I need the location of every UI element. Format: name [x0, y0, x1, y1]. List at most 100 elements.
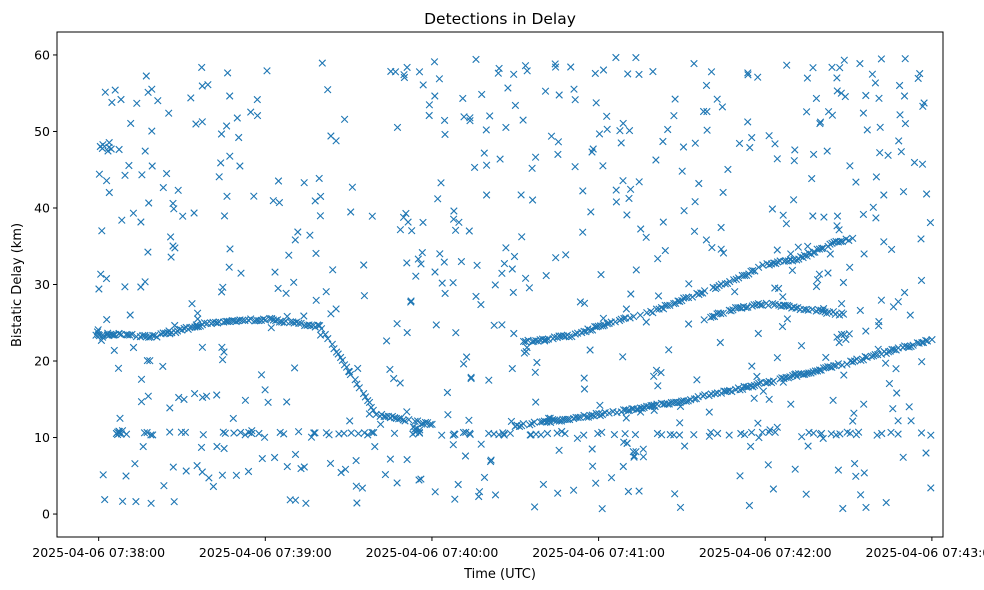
detection-point: [166, 428, 174, 436]
detection-point: [390, 374, 398, 383]
detection-point: [95, 170, 104, 178]
detection-point: [318, 59, 326, 67]
detection-point: [868, 70, 877, 78]
detection-point: [576, 413, 584, 421]
detection-point: [906, 311, 914, 319]
detection-point: [639, 453, 648, 461]
detection-point: [815, 270, 824, 278]
detection-point: [726, 386, 734, 395]
detection-point: [769, 485, 778, 493]
detection-point: [622, 305, 631, 313]
detection-point: [475, 492, 483, 501]
detection-point: [840, 371, 848, 379]
detection-point: [773, 354, 782, 362]
detection-point: [247, 429, 256, 438]
detection-point: [390, 429, 399, 437]
detection-point: [485, 376, 493, 384]
detection-point: [719, 249, 728, 257]
detection-point: [494, 69, 502, 77]
detection-point: [803, 74, 812, 82]
detection-point: [521, 62, 530, 70]
detection-point: [773, 155, 781, 163]
detection-point: [700, 287, 709, 295]
x-axis: 2025-04-06 07:38:00 2025-04-06 07:39:00 20…: [32, 537, 984, 560]
detection-point: [431, 488, 439, 496]
detection-point: [875, 94, 883, 102]
detection-point: [740, 271, 749, 280]
detection-point: [402, 209, 410, 218]
detection-point: [631, 430, 640, 439]
detection-point: [133, 99, 141, 107]
detection-point: [105, 188, 113, 197]
detection-point: [335, 430, 343, 438]
detection-point: [220, 348, 228, 356]
detection-point: [717, 223, 725, 232]
detection-point: [719, 188, 727, 197]
detection-point: [717, 245, 725, 253]
detection-point: [110, 346, 118, 355]
detection-point: [326, 459, 335, 468]
detection-point: [713, 95, 721, 103]
detection-point: [680, 442, 689, 450]
detection-point: [748, 133, 756, 142]
detection-point: [141, 147, 149, 155]
detection-point: [630, 452, 638, 460]
detection-point: [347, 429, 355, 437]
detection-point: [822, 353, 830, 362]
detection-point: [824, 269, 832, 277]
detection-point: [233, 114, 241, 122]
detection-point: [294, 228, 302, 236]
detection-point: [444, 411, 452, 419]
detection-point: [889, 303, 898, 311]
detection-point: [360, 292, 369, 300]
detection-point: [612, 186, 620, 194]
detection-point: [654, 255, 662, 263]
detection-point: [663, 301, 671, 310]
detection-point: [812, 282, 821, 291]
detection-point: [554, 138, 563, 146]
detection-point: [102, 274, 111, 283]
detection-point: [188, 300, 196, 308]
detection-point: [449, 431, 457, 439]
detection-point: [462, 353, 471, 361]
detection-point: [654, 382, 662, 390]
detection-point: [918, 338, 926, 347]
x-tick-label: 2025-04-06 07:41:00: [532, 545, 665, 560]
detection-point: [881, 359, 890, 367]
detection-point: [826, 250, 834, 258]
detection-point: [346, 417, 354, 425]
detection-point: [125, 161, 133, 170]
detection-point: [580, 411, 588, 420]
detection-point: [218, 343, 226, 351]
detection-point: [449, 215, 458, 223]
detection-point: [345, 368, 354, 376]
detection-point: [531, 153, 540, 161]
detection-point: [390, 414, 399, 422]
detection-point: [198, 118, 206, 126]
detection-point: [779, 378, 787, 386]
detection-point: [922, 449, 930, 457]
detection-point: [594, 429, 602, 438]
detection-point: [338, 356, 347, 364]
detection-point: [705, 432, 714, 440]
detection-point: [137, 218, 145, 226]
detection-point: [521, 337, 530, 346]
detection-point: [808, 174, 816, 183]
detection-point: [491, 491, 500, 499]
detection-point: [833, 87, 841, 95]
detection-point: [819, 307, 827, 315]
detection-point: [482, 191, 491, 199]
detection-point: [109, 331, 118, 339]
detection-point: [103, 315, 111, 324]
detection-point: [174, 186, 182, 194]
detection-point: [636, 408, 645, 416]
detection-point: [755, 433, 763, 442]
detection-point: [498, 321, 506, 329]
detection-point: [688, 293, 697, 301]
detection-point: [833, 212, 842, 220]
detection-point: [365, 398, 374, 407]
detection-point: [619, 462, 627, 471]
detection-point: [122, 430, 131, 438]
detection-point: [274, 177, 283, 185]
detection-point: [531, 368, 539, 376]
